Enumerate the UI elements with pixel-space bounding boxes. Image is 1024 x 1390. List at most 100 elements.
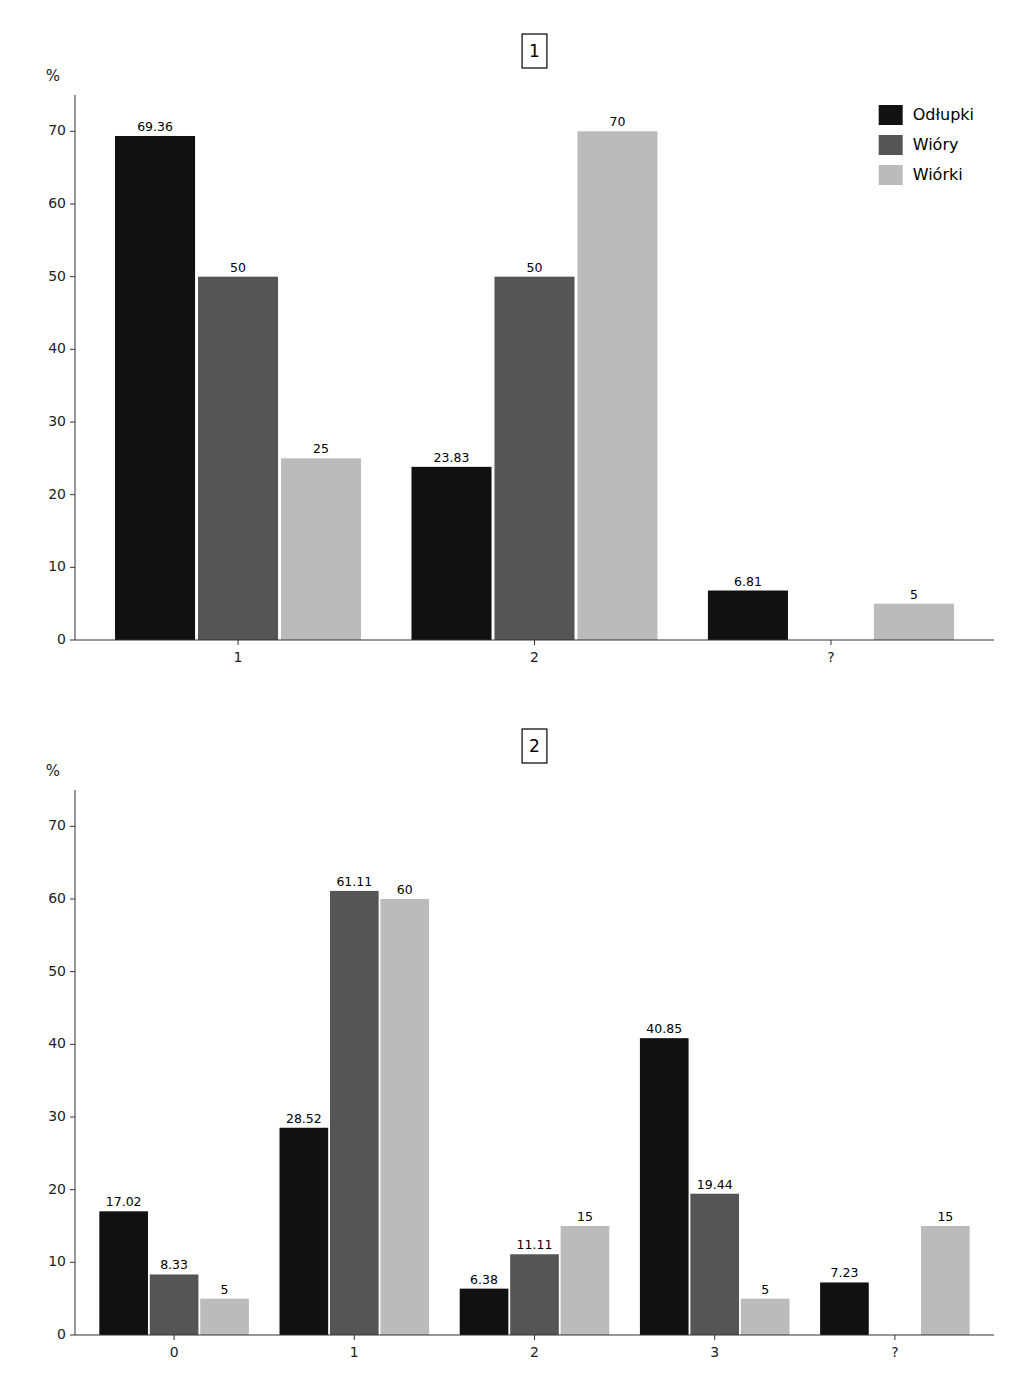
bar bbox=[460, 1289, 509, 1335]
y-tick bbox=[70, 422, 75, 423]
chart: 01020304050607069.3623.836.8150502570512… bbox=[46, 34, 994, 665]
bar bbox=[280, 1128, 329, 1335]
y-axis bbox=[75, 790, 76, 1335]
bar bbox=[820, 1282, 869, 1335]
bar bbox=[640, 1038, 689, 1335]
y-tick-label: 20 bbox=[48, 1181, 66, 1197]
figure: 01020304050607069.3623.836.8150502570512… bbox=[0, 0, 1024, 1390]
bar bbox=[198, 277, 278, 640]
data-label: 5 bbox=[910, 587, 918, 602]
x-tick bbox=[238, 640, 239, 645]
legend-swatch bbox=[879, 165, 903, 185]
y-tick bbox=[70, 1044, 75, 1045]
bar bbox=[150, 1274, 199, 1335]
y-tick bbox=[70, 1262, 75, 1263]
y-tick-label: 60 bbox=[48, 195, 66, 211]
legend-swatch bbox=[879, 135, 903, 155]
x-tick-label: ? bbox=[891, 1344, 898, 1360]
y-tick bbox=[70, 567, 75, 568]
x-tick bbox=[714, 1335, 715, 1340]
y-tick bbox=[70, 494, 75, 495]
y-axis-label: % bbox=[46, 67, 60, 85]
x-tick bbox=[354, 1335, 355, 1340]
y-tick bbox=[70, 899, 75, 900]
x-tick-label: 3 bbox=[710, 1344, 719, 1360]
title: 2 bbox=[529, 736, 540, 756]
data-label: 6.81 bbox=[734, 574, 762, 589]
legend-swatch bbox=[879, 105, 903, 125]
y-tick bbox=[70, 1189, 75, 1190]
x-tick-label: ? bbox=[827, 649, 834, 665]
data-label: 17.02 bbox=[106, 1194, 142, 1209]
bars bbox=[115, 131, 954, 640]
x-tick-label: 2 bbox=[530, 1344, 539, 1360]
legend-label: Wióry bbox=[913, 135, 959, 154]
bar bbox=[561, 1226, 610, 1335]
data-label: 15 bbox=[937, 1209, 953, 1224]
y-tick-label: 30 bbox=[48, 1108, 66, 1124]
bar bbox=[921, 1226, 970, 1335]
y-tick bbox=[70, 276, 75, 277]
x-tick bbox=[534, 1335, 535, 1340]
data-label: 5 bbox=[761, 1282, 769, 1297]
y-tick-label: 70 bbox=[48, 122, 66, 138]
bar bbox=[494, 277, 574, 640]
y-tick-label: 60 bbox=[48, 890, 66, 906]
bar bbox=[690, 1194, 739, 1335]
x-tick bbox=[894, 1335, 895, 1340]
y-tick-label: 0 bbox=[57, 631, 66, 647]
data-label: 40.85 bbox=[646, 1021, 682, 1036]
y-tick-label: 0 bbox=[57, 1326, 66, 1342]
y-tick bbox=[70, 826, 75, 827]
y-axis bbox=[75, 95, 76, 640]
data-labels: 17.02 28.52 6.38 40.85 7.23 8.33 61.11 11.11 19.… bbox=[106, 874, 954, 1297]
bar bbox=[741, 1299, 790, 1335]
data-label: 11.11 bbox=[517, 1237, 553, 1252]
data-label: 7.23 bbox=[831, 1265, 859, 1280]
x-tick-label: 1 bbox=[350, 1344, 359, 1360]
y-tick-label: 40 bbox=[48, 1035, 66, 1051]
title-group: 1 bbox=[522, 34, 547, 68]
y-tick bbox=[70, 131, 75, 132]
x-tick-label: 1 bbox=[234, 649, 243, 665]
data-label: 15 bbox=[577, 1209, 593, 1224]
y-tick-label: 30 bbox=[48, 413, 66, 429]
x-tick-label: 2 bbox=[530, 649, 539, 665]
bar bbox=[380, 899, 429, 1335]
bar bbox=[874, 604, 954, 640]
y-tick bbox=[70, 349, 75, 350]
legend-background bbox=[869, 95, 984, 195]
title-box bbox=[522, 729, 547, 763]
bar bbox=[330, 891, 379, 1335]
bar bbox=[200, 1299, 249, 1335]
bar bbox=[281, 458, 361, 640]
data-label: 70 bbox=[610, 114, 626, 129]
data-label: 28.52 bbox=[286, 1111, 322, 1126]
chart: 01020304050607017.0228.526.3840.857.238.… bbox=[46, 729, 994, 1360]
data-label: 60 bbox=[397, 882, 413, 897]
y-tick bbox=[70, 204, 75, 205]
data-label: 5 bbox=[221, 1282, 229, 1297]
bar bbox=[510, 1254, 559, 1335]
data-label: 19.44 bbox=[697, 1177, 733, 1192]
y-tick bbox=[70, 640, 75, 641]
legend-label: Wiórki bbox=[913, 165, 963, 184]
y-tick-label: 40 bbox=[48, 340, 66, 356]
data-label: 50 bbox=[527, 260, 543, 275]
bar bbox=[99, 1211, 148, 1335]
y-tick-label: 10 bbox=[48, 558, 66, 574]
data-label: 8.33 bbox=[160, 1257, 188, 1272]
legend-label: Odłupki bbox=[913, 105, 974, 124]
x-tick bbox=[534, 640, 535, 645]
y-tick-label: 70 bbox=[48, 817, 66, 833]
data-label: 6.38 bbox=[470, 1272, 498, 1287]
y-tick bbox=[70, 1335, 75, 1336]
y-tick-label: 50 bbox=[48, 268, 66, 284]
data-label: 61.11 bbox=[336, 874, 372, 889]
legend: Odłupki Wióry Wiórki bbox=[869, 95, 984, 195]
x-tick-label: 0 bbox=[170, 1344, 179, 1360]
y-tick-label: 50 bbox=[48, 963, 66, 979]
data-label: 25 bbox=[313, 441, 329, 456]
y-axis-label: % bbox=[46, 762, 60, 780]
y-tick-label: 20 bbox=[48, 486, 66, 502]
